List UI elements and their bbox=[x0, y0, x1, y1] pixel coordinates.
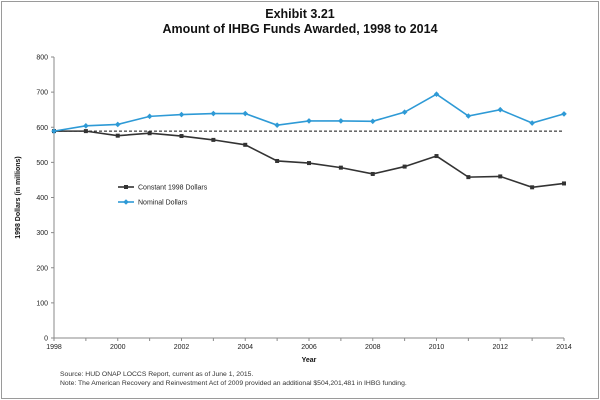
legend-label: Nominal Dollars bbox=[138, 200, 188, 207]
x-tick-label: 2006 bbox=[301, 344, 317, 351]
y-tick-label: 800 bbox=[36, 55, 48, 62]
nominal-dollars-point bbox=[51, 128, 57, 134]
constant-dollars-point bbox=[434, 154, 439, 159]
constant-dollars-point bbox=[115, 133, 120, 138]
y-tick-label: 0 bbox=[44, 336, 48, 343]
nominal-dollars-point bbox=[497, 106, 504, 113]
nominal-dollars-point bbox=[114, 121, 121, 128]
chart-title: Exhibit 3.21 bbox=[265, 7, 335, 21]
x-tick-label: 1998 bbox=[46, 344, 62, 351]
nominal-dollars-point bbox=[433, 91, 440, 98]
constant-dollars-point bbox=[402, 164, 407, 169]
constant-dollars-point bbox=[498, 174, 503, 179]
y-tick-label: 700 bbox=[36, 90, 48, 97]
nominal-dollars-point bbox=[83, 123, 89, 129]
y-tick-label: 300 bbox=[36, 230, 48, 237]
nominal-dollars-point bbox=[529, 120, 535, 126]
legend-swatch-marker bbox=[123, 199, 129, 205]
constant-dollars-point bbox=[275, 158, 280, 163]
constant-dollars-point bbox=[530, 185, 535, 190]
constant-dollars-point bbox=[466, 175, 471, 180]
y-tick-label: 200 bbox=[36, 265, 48, 272]
nominal-dollars-point bbox=[178, 111, 185, 118]
y-tick-label: 600 bbox=[36, 125, 48, 132]
constant-dollars-point bbox=[562, 181, 566, 186]
y-tick-label: 400 bbox=[36, 195, 48, 202]
constant-dollars-point bbox=[83, 129, 88, 134]
nominal-dollars-line bbox=[53, 93, 565, 132]
nominal-dollars-point bbox=[369, 118, 376, 125]
nominal-dollars-point bbox=[306, 118, 312, 124]
source-note: Source: HUD ONAP LOCCS Report, current a… bbox=[60, 371, 254, 378]
x-tick-label: 2004 bbox=[237, 344, 253, 351]
x-tick-label: 2008 bbox=[365, 344, 381, 351]
x-tick-label: 2014 bbox=[556, 344, 572, 351]
constant-dollars-line bbox=[54, 130, 565, 189]
constant-dollars-point bbox=[307, 161, 311, 166]
arra-note: Note: The American Recovery and Reinvest… bbox=[60, 380, 407, 387]
nominal-dollars-point bbox=[146, 113, 153, 120]
constant-dollars-point bbox=[147, 131, 152, 136]
x-tick-label: 2012 bbox=[492, 344, 508, 351]
y-tick-label: 500 bbox=[36, 160, 48, 167]
nominal-dollars-point bbox=[338, 118, 344, 124]
constant-dollars-point bbox=[179, 134, 184, 139]
nominal-dollars-point bbox=[465, 113, 472, 119]
nominal-dollars-point bbox=[561, 111, 567, 117]
y-axis-title: 1998 Dollars (in millions) bbox=[15, 156, 22, 238]
chart-notes: Source: HUD ONAP LOCCS Report, current a… bbox=[60, 370, 407, 388]
y-tick-label: 100 bbox=[36, 300, 48, 307]
nominal-dollars-point bbox=[242, 110, 249, 117]
chart-subtitle: Amount of IHBG Funds Awarded, 1998 to 20… bbox=[162, 22, 438, 36]
nominal-dollars-point bbox=[210, 110, 217, 117]
legend-swatch-marker bbox=[124, 185, 128, 189]
constant-dollars-point bbox=[370, 171, 375, 176]
constant-dollars-point bbox=[338, 165, 343, 170]
x-axis-title: Year bbox=[302, 357, 317, 364]
constant-dollars-point bbox=[211, 137, 216, 142]
x-tick-label: 2000 bbox=[110, 344, 126, 351]
nominal-dollars-point bbox=[274, 122, 280, 128]
constant-dollars-point bbox=[243, 142, 248, 147]
x-tick-label: 2002 bbox=[174, 344, 190, 351]
x-tick-label: 2010 bbox=[429, 344, 445, 351]
nominal-dollars-point bbox=[401, 109, 408, 115]
legend-label: Constant 1998 Dollars bbox=[138, 185, 208, 192]
